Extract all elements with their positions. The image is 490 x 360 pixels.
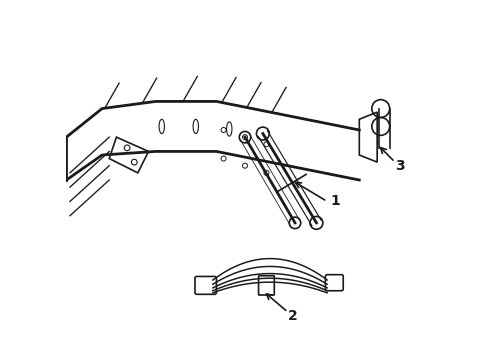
Text: 3: 3 [395, 159, 405, 173]
Text: 1: 1 [331, 194, 341, 208]
Text: 2: 2 [288, 309, 297, 323]
